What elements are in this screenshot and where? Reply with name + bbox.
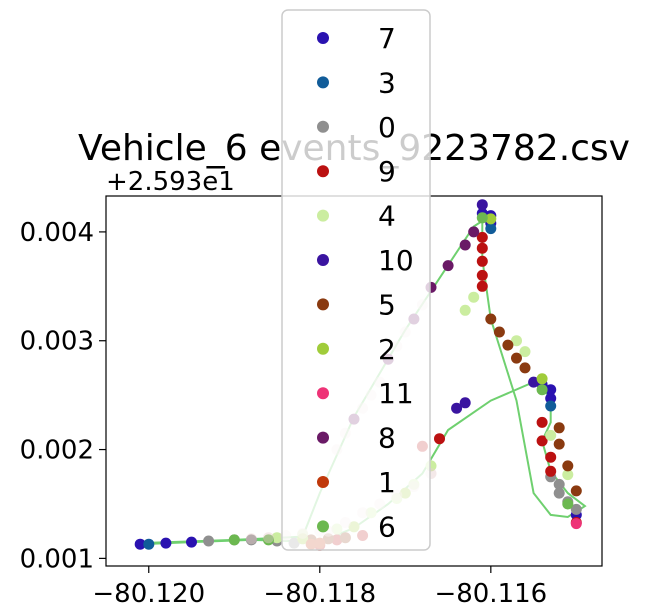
x-axis: −80.120 −80.118 −80.116 <box>92 566 547 609</box>
data-point-series-4 <box>562 469 574 481</box>
y-tick-label: 0.004 <box>20 218 94 248</box>
y-tick-label: 0.001 <box>20 544 94 574</box>
x-tick-label: −80.116 <box>434 579 547 609</box>
y-axis: 0.001 0.002 0.003 0.004 <box>20 218 106 574</box>
data-point-series-9 <box>536 435 548 447</box>
data-point-series-9 <box>476 242 488 254</box>
data-point-series-5 <box>485 313 497 325</box>
data-point-series-8 <box>459 239 471 251</box>
data-point-series-3 <box>143 538 155 550</box>
legend-marker-11 <box>317 387 329 400</box>
data-point-series-3 <box>485 223 497 235</box>
x-tick-label: −80.120 <box>92 579 205 609</box>
data-point-series-7 <box>545 392 557 404</box>
data-point-series-9 <box>536 416 548 428</box>
legend-marker-7 <box>317 32 329 44</box>
data-point-series-7 <box>545 384 557 396</box>
legend-marker-6 <box>317 520 329 533</box>
data-point-series-6 <box>536 384 548 396</box>
legend-label-1: 1 <box>378 466 396 499</box>
legend-marker-3 <box>317 76 329 89</box>
data-point-series-5 <box>562 460 574 472</box>
data-point-series-6 <box>562 498 574 510</box>
data-point-series-0 <box>553 478 565 490</box>
data-point-series-0 <box>203 535 215 547</box>
data-point-series-9 <box>476 255 488 267</box>
data-point-series-9 <box>545 465 557 477</box>
legend-label-8: 8 <box>378 422 396 455</box>
legend-label-0: 0 <box>378 111 396 144</box>
legend-label-7: 7 <box>378 22 396 55</box>
legend-label-10: 10 <box>378 244 414 277</box>
data-point-series-6 <box>228 534 240 546</box>
data-point-series-8 <box>442 260 454 272</box>
data-point-series-5 <box>502 339 514 351</box>
data-point-series-7 <box>160 537 172 549</box>
legend-marker-9 <box>317 165 329 178</box>
data-point-series-6 <box>263 534 274 546</box>
legend-marker-2 <box>317 342 329 355</box>
legend-label-5: 5 <box>378 288 396 321</box>
data-point-series-9 <box>476 231 488 243</box>
data-point-series-10 <box>476 199 488 211</box>
data-point-series-6 <box>476 212 488 224</box>
legend: 7 3 0 9 4 10 5 2 11 8 1 6 <box>281 9 431 551</box>
data-point-series-5 <box>511 352 522 364</box>
data-point-series-4 <box>271 532 283 544</box>
data-point-series-5 <box>570 485 582 497</box>
data-point-series-2 <box>485 213 497 225</box>
y-tick-label: 0.002 <box>20 436 94 466</box>
data-point-series-9 <box>545 451 557 463</box>
data-point-series-3 <box>545 400 557 412</box>
data-point-series-4 <box>545 429 557 441</box>
data-point-series-9 <box>476 280 488 292</box>
data-point-series-5 <box>553 422 565 434</box>
data-point-series-9 <box>476 269 488 281</box>
legend-marker-5 <box>317 298 329 311</box>
data-point-series-5 <box>493 326 505 338</box>
data-point-series-4 <box>459 304 471 316</box>
legend-label-2: 2 <box>378 333 396 366</box>
data-point-series-10 <box>528 376 540 388</box>
data-point-series-8 <box>468 226 480 238</box>
legend-marker-4 <box>317 209 329 222</box>
data-point-series-4 <box>519 346 531 358</box>
legend-label-9: 9 <box>378 155 396 188</box>
data-point-series-5 <box>553 438 565 450</box>
y-axis-offset-label: +2.593e1 <box>106 167 235 197</box>
legend-marker-1 <box>317 476 329 488</box>
data-point-series-0 <box>245 534 257 546</box>
data-point-series-7 <box>186 536 197 548</box>
data-point-series-4 <box>468 291 480 303</box>
legend-label-3: 3 <box>378 66 396 99</box>
data-point-series-5 <box>519 362 531 374</box>
overlay-point <box>263 532 274 544</box>
data-point-series-2 <box>536 373 548 385</box>
legend-marker-10 <box>317 254 329 266</box>
data-point-series-10 <box>459 397 471 409</box>
data-point-series-7 <box>134 538 146 550</box>
legend-label-4: 4 <box>378 200 396 233</box>
data-point-series-9 <box>434 433 445 445</box>
data-point-series-10 <box>451 402 463 414</box>
legend-marker-8 <box>317 431 329 444</box>
data-point-series-0 <box>570 503 582 515</box>
legend-label-11: 11 <box>378 377 414 410</box>
data-point-series-4 <box>511 335 522 347</box>
legend-box <box>281 9 431 551</box>
y-tick-label: 0.003 <box>20 327 94 357</box>
data-point-series-11 <box>570 518 582 530</box>
legend-marker-0 <box>317 120 329 133</box>
data-point-series-0 <box>553 487 565 499</box>
legend-label-6: 6 <box>378 510 396 543</box>
x-tick-label: −80.118 <box>263 579 376 609</box>
overlay-point <box>245 533 257 545</box>
